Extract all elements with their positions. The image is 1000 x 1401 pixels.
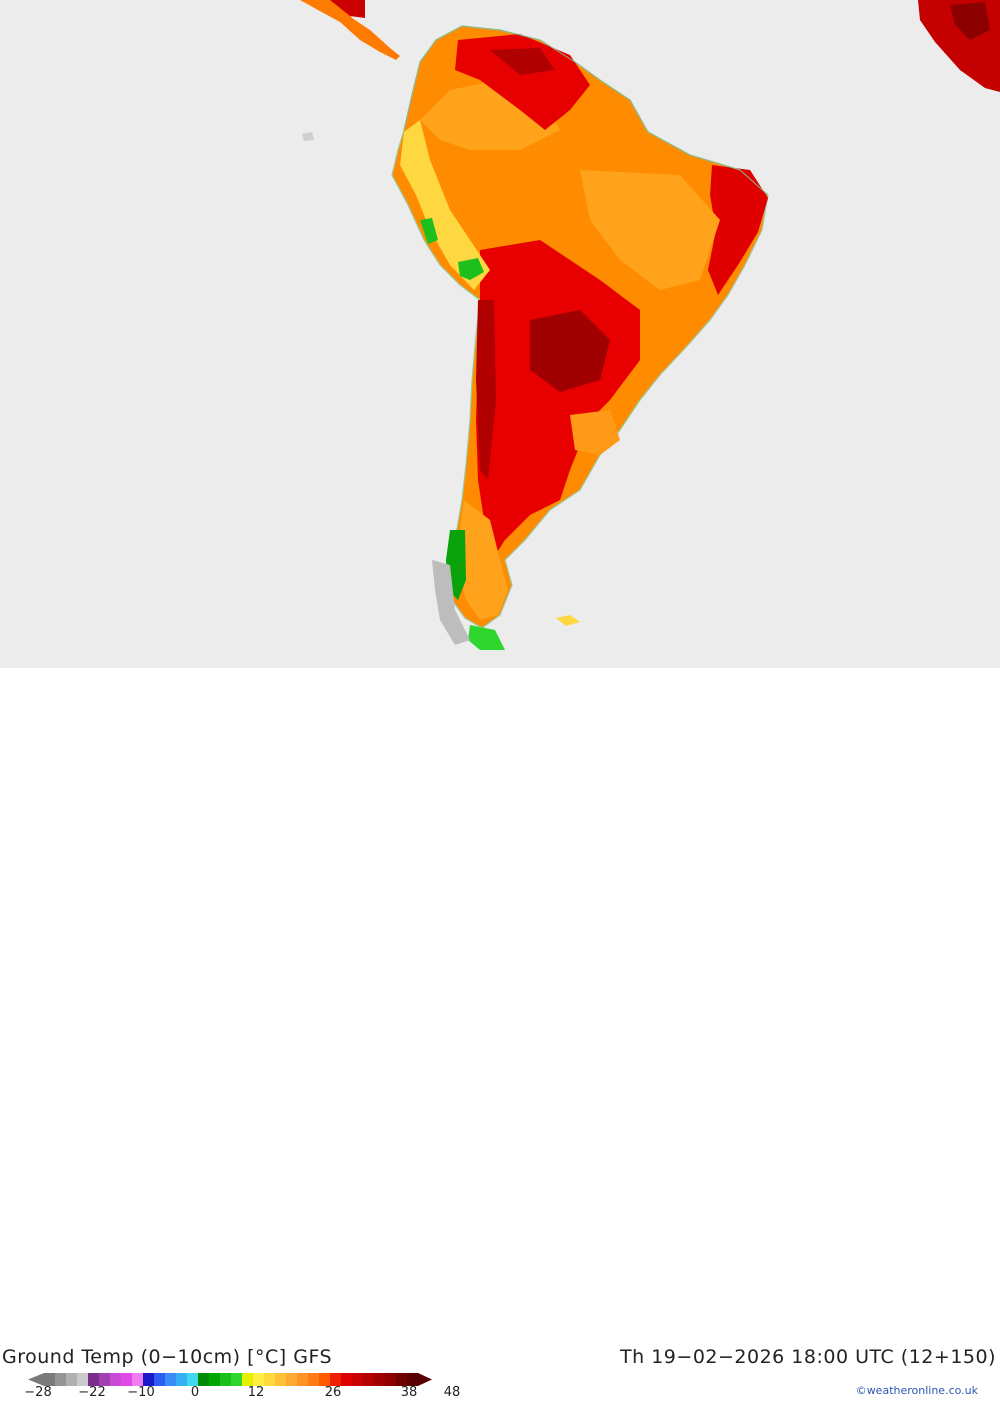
- central-brazil: [580, 170, 720, 290]
- andes-cool: [400, 120, 490, 290]
- legend-swatch: [66, 1373, 77, 1386]
- legend-tick: 12: [247, 1385, 265, 1400]
- legend-swatch: [198, 1373, 209, 1386]
- altiplano-green: [458, 258, 484, 280]
- central-america-hot: [330, 0, 365, 18]
- credit-link[interactable]: ©weatheronline.co.uk: [855, 1384, 978, 1397]
- legend-tick: 38: [400, 1385, 418, 1400]
- legend-tick: 48: [443, 1385, 461, 1400]
- legend-tick: −22: [78, 1385, 106, 1400]
- legend-tick: −28: [24, 1385, 52, 1400]
- color-legend: [28, 1373, 432, 1386]
- southern-chile-archipelago: [432, 560, 470, 645]
- valid-time: Th 19−02−2026 18:00 UTC (12+150): [620, 1346, 996, 1368]
- legend-swatch: [297, 1373, 308, 1386]
- northeast-brazil-hot: [708, 165, 768, 295]
- chaco-darkest: [530, 310, 610, 392]
- legend-swatch: [231, 1373, 242, 1386]
- africa-dark: [950, 2, 990, 40]
- coastline: [403, 25, 769, 196]
- footer: Ground Temp (0−10cm) [°C] GFS Th 19−02−2…: [0, 668, 1000, 1400]
- legend-swatch: [209, 1373, 220, 1386]
- legend-swatch: [352, 1373, 363, 1386]
- legend-arrow-right: [418, 1373, 432, 1386]
- tierra-del-fuego: [468, 625, 505, 650]
- venezuela-hot: [455, 34, 590, 130]
- legend-swatch: [55, 1373, 66, 1386]
- patagonia: [458, 500, 508, 620]
- legend-swatch: [264, 1373, 275, 1386]
- legend-swatch: [308, 1373, 319, 1386]
- falklands: [556, 615, 580, 626]
- legend-swatch: [176, 1373, 187, 1386]
- legend-swatch: [275, 1373, 286, 1386]
- andes-green: [420, 218, 438, 244]
- south-central-hot: [476, 240, 640, 560]
- chile-coast-dark: [476, 300, 496, 480]
- central-america: [300, 0, 400, 60]
- legend-swatch: [341, 1373, 352, 1386]
- legend-tick: 26: [324, 1385, 342, 1400]
- map-title: Ground Temp (0−10cm) [°C] GFS: [2, 1346, 333, 1368]
- legend-swatch: [110, 1373, 121, 1386]
- map-svg: [300, 0, 1000, 650]
- galapagos: [302, 132, 314, 141]
- legend-swatch: [220, 1373, 231, 1386]
- legend-swatch: [154, 1373, 165, 1386]
- temperature-map[interactable]: [0, 0, 1000, 668]
- venezuela-darkest: [490, 48, 555, 75]
- legend-swatch: [165, 1373, 176, 1386]
- uruguay: [570, 410, 620, 455]
- legend-swatch: [374, 1373, 385, 1386]
- legend-tick: −10: [127, 1385, 155, 1400]
- legend-swatch: [385, 1373, 396, 1386]
- legend-swatch: [363, 1373, 374, 1386]
- legend-swatch: [286, 1373, 297, 1386]
- legend-tick: 0: [190, 1385, 200, 1400]
